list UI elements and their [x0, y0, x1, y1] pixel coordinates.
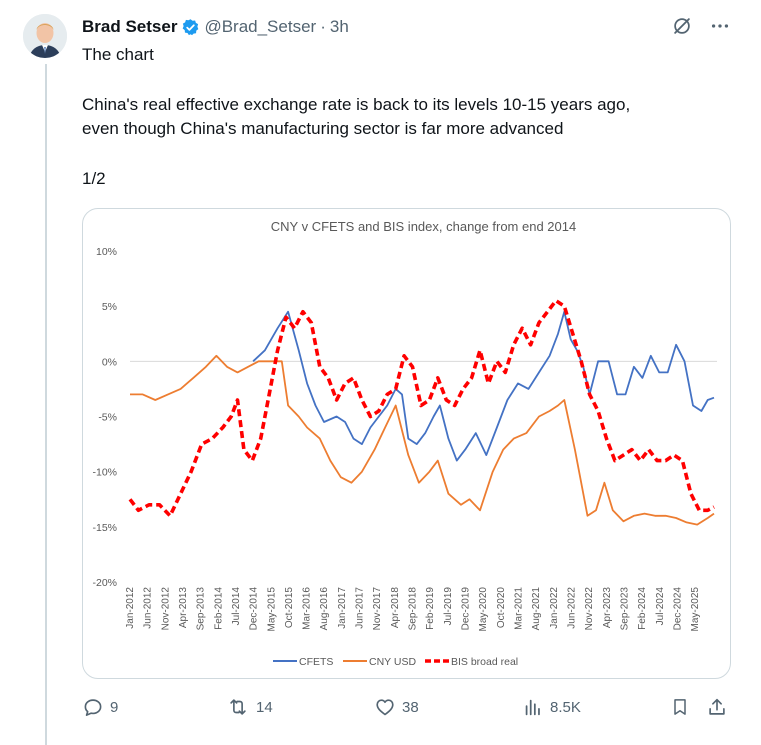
y-tick-label: -15%	[92, 522, 117, 534]
views-button[interactable]: 8.5K	[522, 690, 581, 724]
like-count: 38	[402, 698, 419, 716]
author-name[interactable]: Brad Setser	[82, 17, 178, 36]
x-tick-label: Feb-2014	[213, 587, 224, 630]
y-tick-label: 5%	[102, 301, 117, 313]
separator-dot: ·	[320, 17, 326, 36]
x-tick-label: Dec-2014	[249, 587, 260, 631]
bookmark-button[interactable]	[670, 690, 690, 724]
like-button[interactable]: 38	[374, 690, 419, 724]
x-tick-label: Jul-2014	[231, 587, 242, 626]
thread-line	[45, 64, 47, 745]
repost-count: 14	[256, 698, 273, 716]
x-tick-label: Aug-2016	[319, 587, 330, 631]
x-tick-label: May-2020	[478, 587, 489, 632]
x-tick-label: Jun-2017	[355, 587, 366, 629]
series-line-bis-broad-real	[128, 298, 715, 518]
x-tick-label: Mar-2016	[302, 587, 313, 630]
x-tick-label: Nov-2017	[372, 587, 383, 631]
y-tick-label: -20%	[92, 577, 117, 589]
y-tick-label: 10%	[96, 246, 117, 258]
series-line-cny-usd	[130, 354, 715, 526]
x-tick-label: Sep-2023	[619, 587, 630, 631]
tweet-text-line: 1/2	[82, 169, 106, 188]
x-tick-label: Nov-2022	[584, 587, 595, 631]
y-tick-label: -5%	[98, 412, 117, 424]
line-chart: CNY v CFETS and BIS index, change from e…	[92, 219, 717, 668]
reply-icon	[84, 699, 102, 716]
x-tick-label: Feb-2024	[637, 587, 648, 630]
tweet-header: Brad Setser @Brad_Setser · 3h	[82, 15, 349, 39]
reply-button[interactable]: 9	[82, 690, 118, 724]
avatar[interactable]	[23, 14, 67, 58]
share-icon	[709, 698, 725, 715]
x-tick-label: Apr-2018	[390, 587, 401, 629]
grok-icon[interactable]	[671, 15, 693, 37]
x-tick-label: May-2025	[690, 587, 701, 632]
views-icon	[525, 699, 540, 716]
x-tick-label: Jul-2024	[655, 587, 666, 626]
x-tick-label: Jan-2012	[125, 587, 136, 629]
x-tick-label: Oct-2015	[284, 587, 295, 629]
x-tick-label: Jul-2019	[443, 587, 454, 626]
timestamp[interactable]: 3h	[329, 17, 349, 36]
top-actions	[671, 15, 731, 37]
bookmark-icon	[674, 699, 686, 715]
heart-icon	[376, 699, 394, 716]
x-tick-label: Feb-2019	[425, 587, 436, 630]
reply-count: 9	[110, 698, 119, 716]
more-icon[interactable]	[709, 15, 731, 37]
x-tick-label: Apr-2023	[602, 587, 613, 629]
y-tick-label: -10%	[92, 467, 117, 479]
x-tick-label: Mar-2021	[513, 587, 524, 630]
tweet-text-line: The chart	[82, 45, 154, 64]
x-tick-label: May-2015	[266, 587, 277, 632]
x-tick-label: Dec-2019	[461, 587, 472, 631]
x-tick-label: Jun-2022	[566, 587, 577, 629]
legend-label: CFETS	[299, 656, 333, 668]
verified-badge-icon	[183, 18, 199, 35]
x-tick-label: Oct-2020	[496, 587, 507, 629]
x-tick-label: Nov-2012	[160, 587, 171, 631]
action-bar: 9 14 38 8.5K	[82, 690, 732, 724]
author-handle[interactable]: @Brad_Setser	[204, 17, 317, 36]
legend-label: CNY USD	[369, 656, 416, 668]
y-tick-label: 0%	[102, 356, 117, 368]
x-tick-label: Dec-2024	[672, 587, 683, 631]
x-tick-label: Jan-2022	[549, 587, 560, 629]
views-count: 8.5K	[550, 698, 581, 716]
chart-image[interactable]: CNY v CFETS and BIS index, change from e…	[82, 208, 731, 679]
x-tick-label: Aug-2021	[531, 587, 542, 631]
chart-title: CNY v CFETS and BIS index, change from e…	[271, 219, 576, 234]
x-tick-label: Jan-2017	[337, 587, 348, 629]
x-tick-label: Jun-2012	[143, 587, 154, 629]
share-button[interactable]	[706, 690, 728, 724]
x-tick-label: Apr-2013	[178, 587, 189, 629]
tweet-text-line: China's real effective exchange rate is …	[82, 95, 631, 114]
x-tick-label: Sep-2013	[196, 587, 207, 631]
x-tick-label: Sep-2018	[408, 587, 419, 631]
legend-label: BIS broad real	[451, 656, 518, 668]
series-line-cfets	[252, 310, 715, 462]
repost-button[interactable]: 14	[226, 690, 273, 724]
repost-icon	[230, 699, 246, 715]
tweet-text-line: even though China's manufacturing sector…	[82, 119, 564, 138]
